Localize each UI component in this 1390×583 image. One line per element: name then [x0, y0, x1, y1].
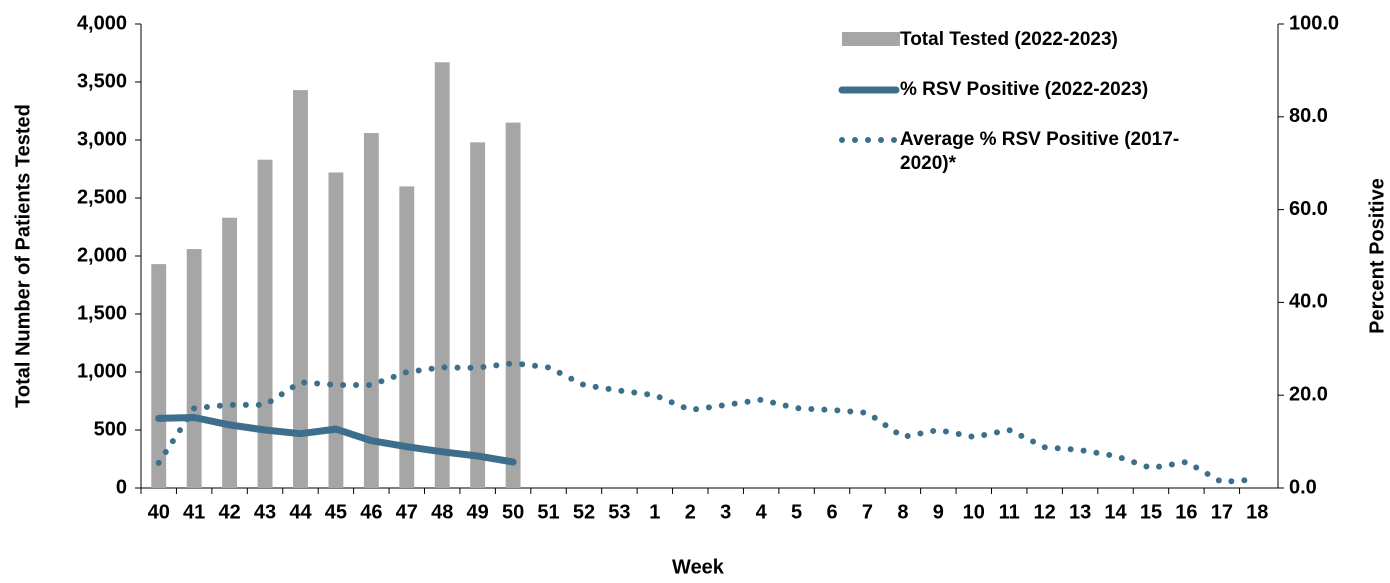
x-tick-label: 11: [999, 501, 1020, 523]
x-tick-label: 48: [431, 501, 453, 523]
bar: [505, 122, 521, 488]
x-tick-label: 49: [467, 501, 489, 523]
x-tick-label: 52: [573, 501, 595, 523]
x-tick-label: 2: [685, 501, 696, 523]
legend-item: % RSV Positive (2022-2023): [838, 76, 1218, 126]
legend-label: Average % RSV Positive (2017-2020)*: [900, 129, 1180, 174]
y2-axis-title: Percent Positive: [1366, 178, 1388, 334]
y2-tick-label: 0.0: [1289, 476, 1317, 498]
dotted-line: [155, 360, 1261, 485]
y-tick-label: 500: [94, 418, 127, 440]
bar: [399, 186, 415, 488]
y-tick-label: 2,500: [77, 186, 127, 208]
y2-tick-label: 100.0: [1289, 12, 1339, 34]
legend-marker: [842, 32, 900, 46]
bar: [222, 217, 238, 488]
x-tick-label: 41: [183, 501, 205, 523]
y-tick-label: 4,000: [77, 12, 127, 34]
x-tick-label: 16: [1175, 501, 1197, 523]
legend-item: Total Tested (2022-2023): [838, 26, 1218, 76]
legend-swatch: [842, 32, 900, 46]
x-tick-label: 50: [502, 501, 524, 523]
x-tick-label: 3: [720, 501, 731, 523]
x-tick-label: 42: [218, 501, 240, 523]
x-tick-label: 14: [1104, 501, 1127, 523]
x-tick-label: 51: [537, 501, 559, 523]
bar: [363, 133, 379, 489]
bar: [257, 159, 273, 488]
y-tick-label: 3,000: [77, 128, 127, 150]
x-tick-label: 7: [862, 501, 873, 523]
x-tick-label: 13: [1069, 501, 1091, 523]
bar: [186, 249, 202, 488]
x-tick-label: 8: [897, 501, 908, 523]
y-axis-title: Total Number of Patients Tested: [12, 104, 34, 408]
legend-item: Average % RSV Positive (2017-2020)*: [838, 126, 1218, 176]
y2-tick-label: 80.0: [1289, 105, 1328, 127]
y2-tick-label: 60.0: [1289, 198, 1328, 220]
x-tick-label: 15: [1140, 501, 1162, 523]
legend-marker: [838, 86, 900, 94]
y-tick-label: 3,500: [77, 70, 127, 92]
bar: [293, 90, 308, 489]
bar: [328, 172, 344, 489]
x-tick-label: 47: [396, 501, 418, 523]
y-tick-label: 0: [116, 476, 127, 498]
x-tick-label: 6: [826, 501, 837, 523]
bar: [470, 142, 486, 488]
x-tick-label: 17: [1211, 501, 1233, 523]
legend-marker: [839, 137, 899, 143]
x-tick-label: 45: [325, 501, 347, 523]
legend-label: % RSV Positive (2022-2023): [900, 79, 1149, 100]
y2-tick-label: 40.0: [1289, 291, 1328, 313]
bar: [151, 264, 167, 488]
x-tick-label: 18: [1246, 501, 1268, 523]
x-tick-label: 12: [1034, 501, 1056, 523]
x-tick-label: 9: [933, 501, 944, 523]
x-tick-label: 40: [148, 501, 170, 523]
x-tick-label: 5: [791, 501, 802, 523]
line: [155, 414, 517, 466]
legend: Total Tested (2022-2023) % RSV Positive (…: [838, 26, 1218, 176]
y-tick-label: 1,500: [77, 302, 127, 324]
x-tick-label: 43: [254, 501, 276, 523]
x-tick-label: 1: [649, 501, 660, 523]
legend-label: Total Tested (2022-2023): [900, 29, 1118, 50]
x-tick-label: 44: [289, 501, 312, 523]
y2-tick-label: 20.0: [1289, 383, 1328, 405]
x-tick-label: 4: [756, 501, 768, 523]
x-tick-label: 46: [360, 501, 382, 523]
bar: [434, 62, 450, 488]
x-axis-title: Week: [672, 556, 725, 578]
x-tick-label: 10: [963, 501, 985, 523]
y-tick-label: 2,000: [77, 244, 127, 266]
y-tick-label: 1,000: [77, 360, 127, 382]
x-tick-label: 53: [608, 501, 630, 523]
